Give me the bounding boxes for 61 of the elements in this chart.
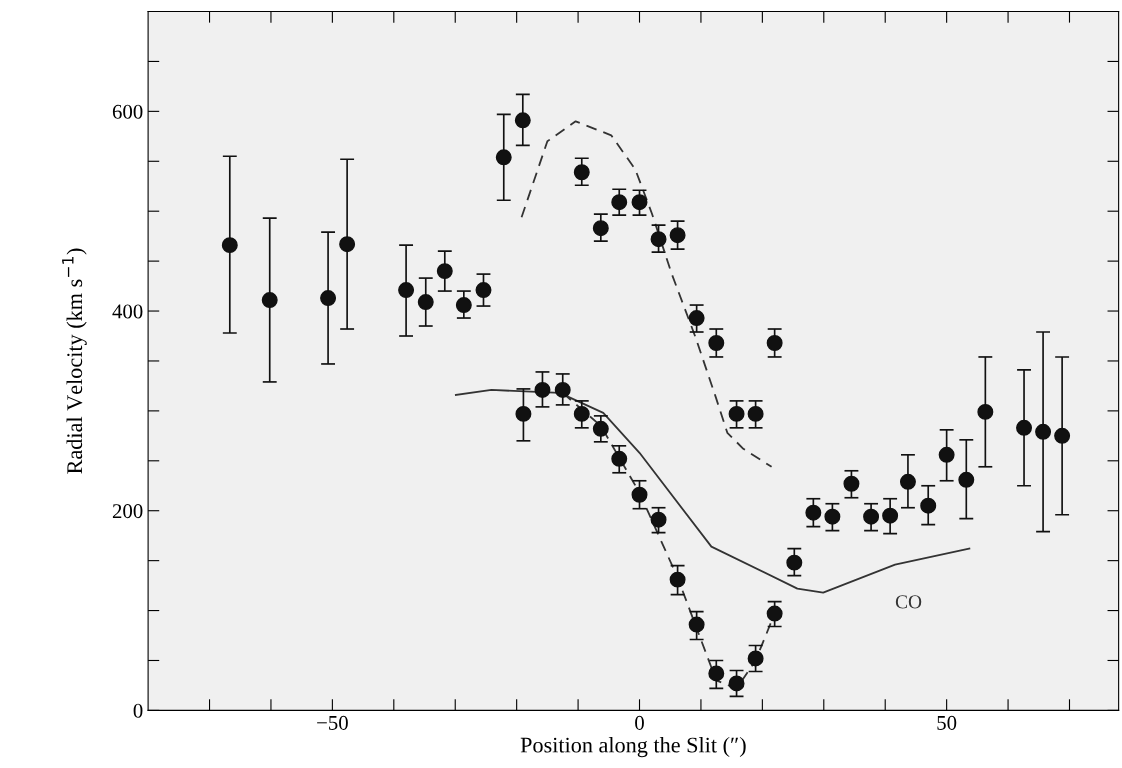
y-tick-label: 400 [112, 304, 143, 319]
point [977, 403, 994, 420]
point [805, 504, 822, 521]
x-tick-label: 0 [635, 715, 644, 730]
point [650, 511, 667, 528]
point [573, 164, 590, 181]
point [669, 227, 686, 244]
point [786, 554, 803, 571]
point [1035, 423, 1052, 440]
point [398, 282, 415, 299]
point [843, 475, 860, 492]
point [592, 420, 609, 437]
point [631, 486, 648, 503]
point [688, 616, 705, 633]
point [573, 405, 590, 422]
point [863, 508, 880, 525]
point [417, 294, 434, 311]
point [320, 290, 337, 307]
point [688, 310, 705, 327]
point [747, 650, 764, 667]
point [475, 282, 492, 299]
point [515, 405, 532, 422]
x-tick-label: 50 [937, 715, 957, 730]
point [611, 450, 628, 467]
point [261, 292, 278, 309]
point [554, 381, 571, 398]
point [728, 675, 745, 692]
point [514, 112, 531, 129]
point [766, 605, 783, 622]
point [899, 473, 916, 490]
point [920, 497, 937, 514]
point [611, 194, 628, 211]
point [221, 237, 238, 254]
point [708, 335, 725, 351]
x-axis-title: Position along the Slit (″) [520, 736, 746, 758]
line-series [520, 120, 773, 468]
point [534, 381, 551, 398]
point [1016, 419, 1033, 436]
series-label: CO [895, 595, 922, 609]
point [650, 231, 667, 248]
x-tick-label: −50 [317, 715, 348, 730]
point [495, 149, 512, 166]
point [455, 297, 472, 314]
point [824, 508, 841, 525]
point [747, 405, 764, 422]
point [669, 571, 686, 588]
point [436, 263, 453, 280]
point [592, 220, 609, 237]
y-tick-label: 0 [133, 703, 143, 718]
point [958, 471, 975, 488]
point [938, 446, 955, 463]
y-axis-title: Radial Velocity (km s$^{−1}$) [62, 248, 87, 474]
point [882, 507, 899, 524]
point [1054, 427, 1071, 444]
y-tick-label: 600 [112, 104, 143, 119]
point [766, 335, 783, 351]
point [631, 194, 648, 211]
point [728, 405, 745, 422]
point [708, 665, 725, 682]
point [339, 236, 356, 253]
y-tick-label: 200 [112, 504, 143, 519]
